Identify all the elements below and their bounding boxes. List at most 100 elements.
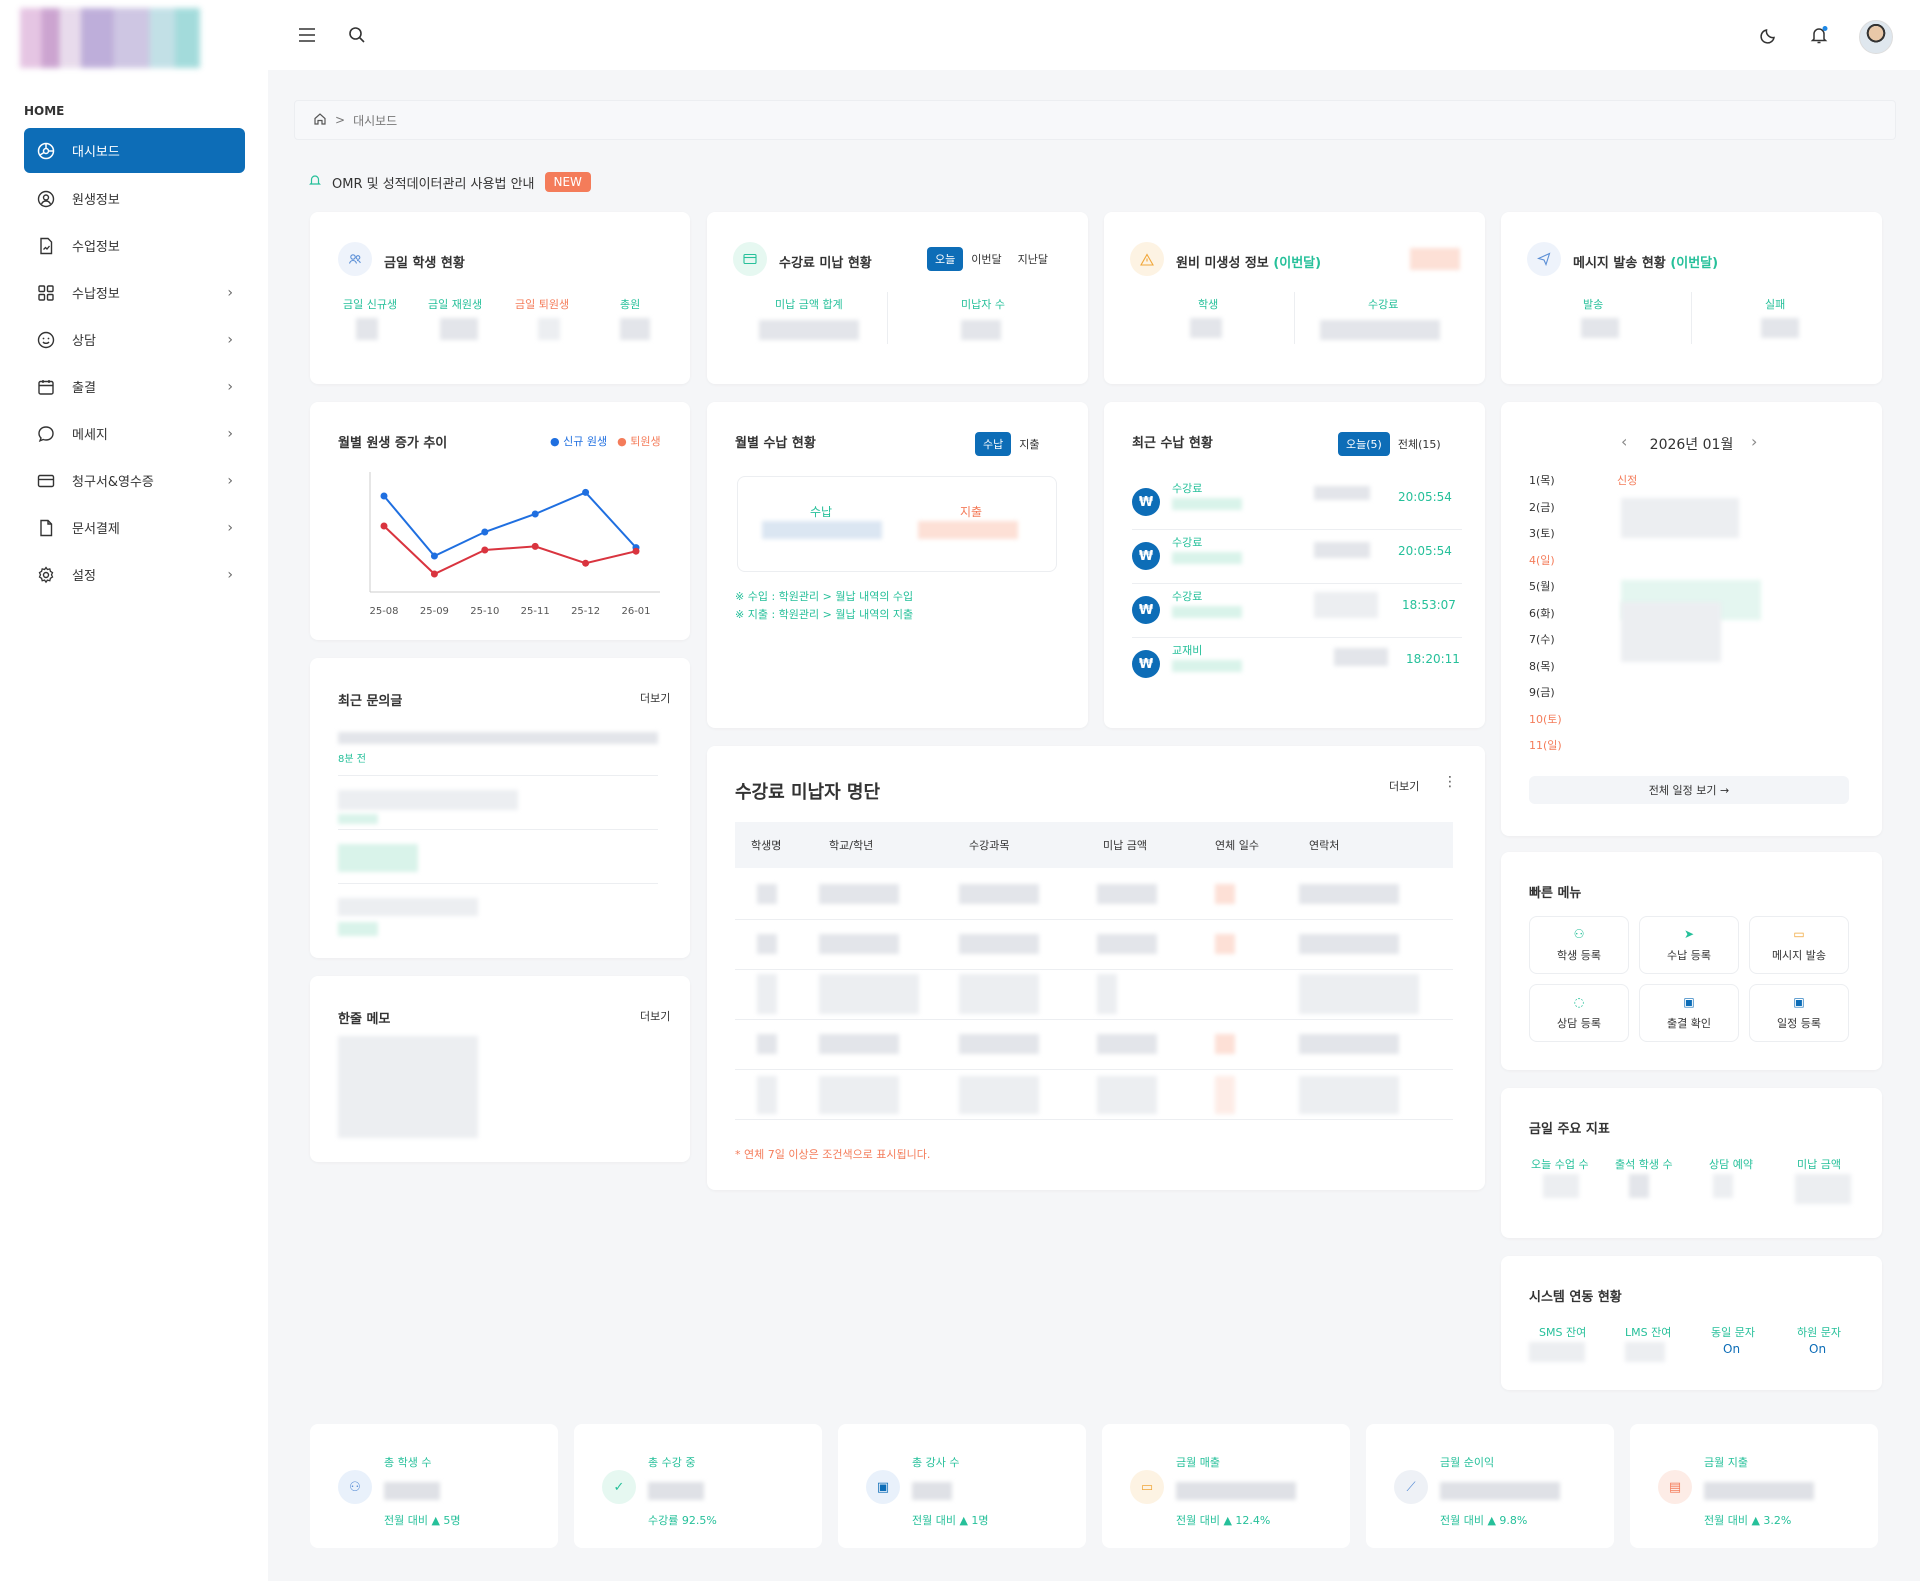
sidebar-item-settings[interactable]: 설정 › — [24, 551, 245, 598]
table-row[interactable] — [735, 1020, 1453, 1070]
kpi-total-students: ⚇ 총 학생 수 전월 대비 ▲ 5명 — [310, 1424, 558, 1548]
chart-line-icon: ⟋ — [1394, 1470, 1428, 1504]
avatar[interactable] — [1859, 20, 1893, 54]
more-link[interactable]: 더보기 — [1389, 780, 1420, 793]
notice-bar[interactable]: OMR 및 성적데이터관리 사용법 안내 NEW — [308, 172, 591, 192]
tab-income[interactable]: 수납 — [975, 432, 1012, 456]
quick-payment-register-button[interactable]: ➤ 수납 등록 — [1639, 916, 1739, 974]
tab-last-month[interactable]: 지난달 — [1017, 253, 1048, 266]
users-icon: ⚇ — [338, 1470, 372, 1504]
calendar-day-row[interactable]: 3(토) — [1529, 525, 1859, 552]
calendar-day-row[interactable]: 9(금) — [1529, 684, 1859, 711]
hamburger-menu-icon[interactable] — [296, 24, 318, 46]
sidebar-item-payments[interactable]: 수납정보 › — [24, 269, 245, 316]
chevron-right-icon: › — [227, 472, 233, 489]
more-link[interactable]: 더보기 — [640, 1010, 671, 1023]
calendar-day-row[interactable]: 6(화) — [1529, 605, 1859, 632]
payment-amount — [1314, 486, 1370, 500]
table-row[interactable] — [735, 970, 1453, 1020]
sidebar-item-students[interactable]: 원생정보 — [24, 175, 245, 222]
quick-send-message-button[interactable]: ▭ 메시지 발송 — [1749, 916, 1849, 974]
table-row[interactable] — [735, 1070, 1453, 1120]
kpi-label: 총 수강 중 — [648, 1456, 696, 1469]
list-item[interactable]: ₩ 수강료 20:05:54 — [1132, 530, 1462, 584]
calendar-day-row[interactable]: 7(수) — [1529, 631, 1859, 658]
legend-item-new: ● 신규 원생 — [550, 435, 608, 448]
tab-today[interactable]: 오늘(5) — [1338, 432, 1390, 456]
tab-this-month[interactable]: 이번달 — [971, 253, 1002, 266]
quick-consult-register-button[interactable]: ◌ 상담 등록 — [1529, 984, 1629, 1042]
document-icon — [36, 236, 56, 256]
breadcrumb-separator: > — [335, 113, 346, 127]
calendar-day-row[interactable]: 1(목) 신정 — [1529, 472, 1859, 499]
sidebar-item-consult[interactable]: 상담 › — [24, 316, 245, 363]
payment-name — [1172, 606, 1242, 618]
calendar-day-row[interactable]: 10(토) — [1529, 711, 1859, 738]
inquiry-title — [338, 844, 418, 872]
inquiry-title — [338, 732, 658, 744]
next-month-icon[interactable]: › — [1751, 432, 1758, 451]
calendar-day-row[interactable]: 5(월) — [1529, 578, 1859, 605]
calendar-day-label: 2(금) — [1529, 500, 1555, 514]
monthly-income-card: 월별 수납 현황 수납 지출 수납 지출 ※ 수입 : 학원관리 > 월납 내역… — [707, 402, 1088, 728]
list-item[interactable]: ₩ 수강료 20:05:54 — [1132, 476, 1462, 530]
list-item[interactable] — [338, 776, 658, 830]
calendar-day-row[interactable]: 11(일) — [1529, 737, 1859, 764]
table-row[interactable] — [735, 870, 1453, 920]
list-item[interactable]: ₩ 교재비 18:20:11 — [1132, 638, 1462, 692]
list-item[interactable]: 8분 전 — [338, 726, 658, 776]
series-line-0 — [383, 491, 637, 558]
notice-text[interactable]: OMR 및 성적데이터관리 사용법 안내 — [332, 176, 535, 192]
sidebar-item-documents[interactable]: 문서결제 › — [24, 504, 245, 551]
calendar-day-row[interactable]: 8(목) — [1529, 658, 1859, 685]
sidebar-item-classes[interactable]: 수업정보 — [24, 222, 245, 269]
kpi-value — [384, 1482, 440, 1500]
quick-attendance-check-button[interactable]: ▣ 출결 확인 — [1639, 984, 1739, 1042]
main-area: > 대시보드 OMR 및 성적데이터관리 사용법 안내 NEW 금일 학생 현황… — [268, 0, 1920, 1581]
sidebar-item-dashboard[interactable]: 대시보드 — [24, 128, 245, 173]
calendar-icon: ▣ — [1683, 995, 1695, 1009]
payment-tabs: 오늘(5) 전체(15) — [1338, 432, 1449, 456]
tab-today[interactable]: 오늘 — [927, 247, 964, 271]
sidebar-item-messages[interactable]: 메세지 › — [24, 410, 245, 457]
card-icon — [36, 471, 56, 491]
card-title: 메시지 발송 현황 (이번달) — [1573, 256, 1719, 271]
dark-mode-icon[interactable] — [1758, 24, 1780, 46]
menu-section-label: HOME — [24, 104, 65, 118]
receipt-icon: ▤ — [1658, 1470, 1692, 1504]
grid-icon — [36, 283, 56, 303]
sidebar-item-attendance[interactable]: 출결 › — [24, 363, 245, 410]
app-logo[interactable] — [20, 8, 200, 68]
list-item[interactable]: ₩ 수강료 18:53:07 — [1132, 584, 1462, 638]
view-all-schedule-button[interactable]: 전체 일정 보기 → — [1529, 776, 1849, 804]
list-item[interactable] — [338, 830, 658, 884]
more-link[interactable]: 더보기 — [640, 692, 671, 705]
users-icon — [338, 242, 372, 276]
tab-all[interactable]: 전체(15) — [1397, 438, 1441, 451]
system-label: 동일 문자 — [1711, 1326, 1755, 1339]
table-body — [735, 870, 1453, 1120]
quick-schedule-register-button[interactable]: ▣ 일정 등록 — [1749, 984, 1849, 1042]
calendar-day-row[interactable]: 2(금) — [1529, 499, 1859, 526]
sidebar-item-label: 상담 — [72, 334, 96, 349]
chat-icon: ◌ — [1573, 995, 1585, 1009]
message-status-card: 메시지 발송 현황 (이번달) 발송 실패 — [1501, 212, 1882, 384]
column-header: 연체 일수 — [1215, 839, 1259, 852]
more-options-icon[interactable]: ⋮ — [1443, 774, 1457, 790]
quick-student-register-button[interactable]: ⚇ 학생 등록 — [1529, 916, 1629, 974]
list-item[interactable] — [338, 884, 658, 938]
home-icon[interactable] — [313, 112, 327, 129]
calendar-event — [1621, 498, 1739, 538]
sidebar-item-invoices[interactable]: 청구서&영수증 › — [24, 457, 245, 504]
search-icon[interactable] — [346, 24, 368, 46]
column-header: 학교/학년 — [829, 839, 874, 852]
prev-month-icon[interactable]: ‹ — [1621, 432, 1628, 451]
table-row[interactable] — [735, 920, 1453, 970]
kpi-total-teachers: ▣ 총 강사 수 전월 대비 ▲ 1명 — [838, 1424, 1086, 1548]
data-point — [531, 510, 539, 518]
tab-expense[interactable]: 지출 — [1019, 438, 1040, 451]
calendar-day-row[interactable]: 4(일) — [1529, 552, 1859, 579]
x-tick-label: 25-12 — [571, 606, 600, 617]
bell-icon[interactable] — [1808, 24, 1830, 46]
divider — [1691, 292, 1692, 344]
